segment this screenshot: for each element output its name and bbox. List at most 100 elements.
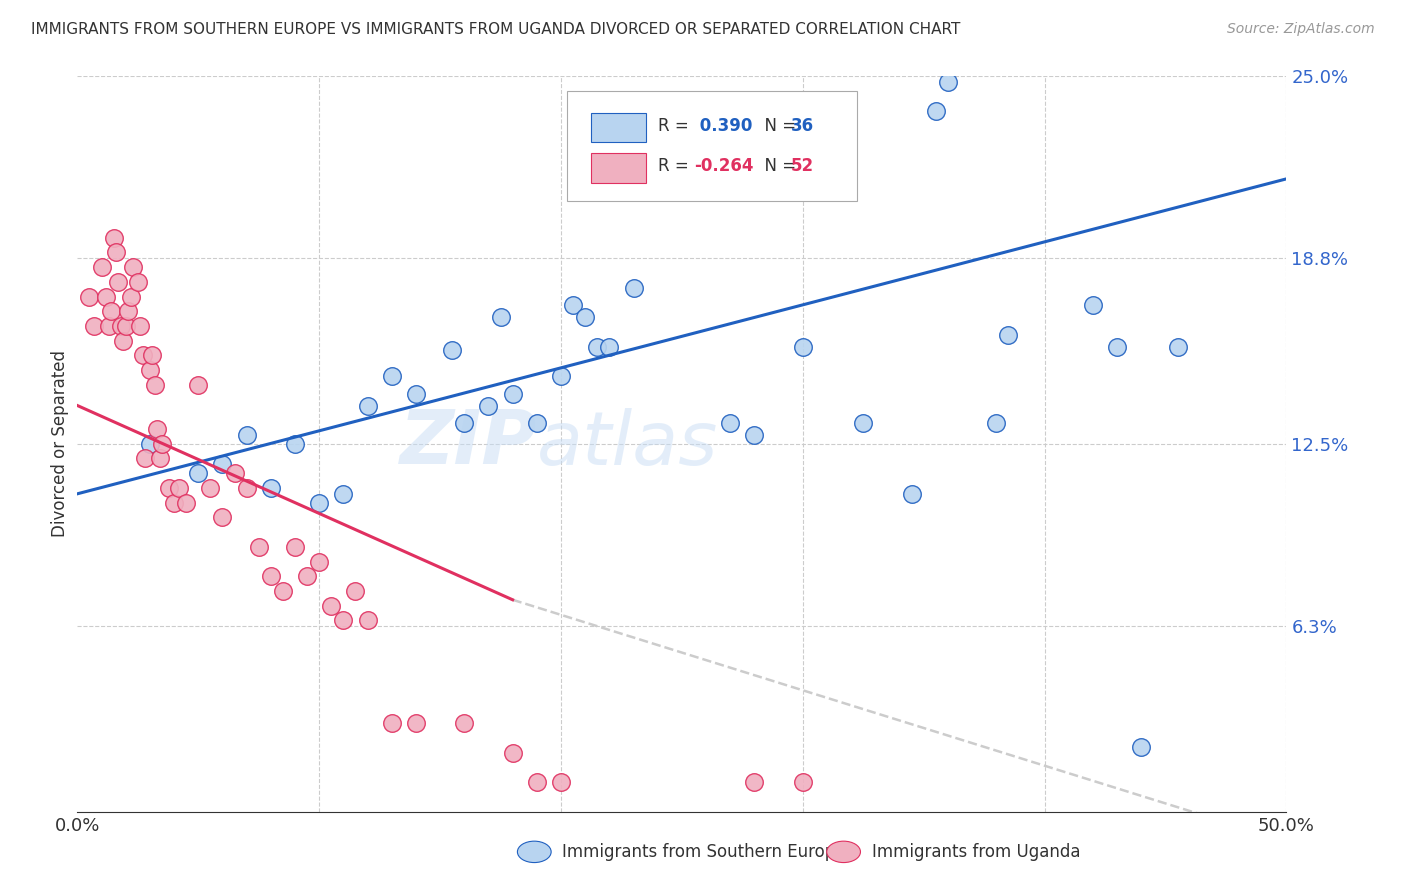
- Point: [502, 386, 524, 401]
- Point: [143, 378, 166, 392]
- Point: [260, 569, 283, 583]
- Point: [103, 230, 125, 244]
- Point: [308, 554, 330, 569]
- Point: [1107, 340, 1129, 354]
- Point: [141, 348, 163, 362]
- Point: [477, 399, 499, 413]
- Point: [295, 569, 318, 583]
- FancyBboxPatch shape: [592, 153, 645, 183]
- Point: [852, 416, 875, 430]
- Text: 0.390: 0.390: [695, 117, 752, 135]
- Point: [90, 260, 112, 275]
- Point: [925, 104, 948, 119]
- Point: [1167, 340, 1189, 354]
- Point: [187, 378, 209, 392]
- FancyBboxPatch shape: [567, 90, 858, 201]
- Point: [562, 298, 585, 312]
- Point: [381, 716, 404, 731]
- Point: [247, 540, 270, 554]
- Point: [550, 369, 572, 384]
- Point: [235, 481, 257, 495]
- Point: [79, 289, 101, 303]
- Text: 36: 36: [790, 117, 814, 135]
- Point: [489, 310, 512, 325]
- Point: [321, 599, 343, 613]
- Text: ZIP: ZIP: [399, 408, 537, 480]
- Point: [586, 340, 609, 354]
- Text: R =: R =: [658, 157, 693, 176]
- Point: [110, 318, 132, 333]
- Point: [284, 436, 307, 450]
- Text: R =: R =: [658, 117, 693, 135]
- Point: [148, 451, 170, 466]
- Point: [129, 318, 152, 333]
- Point: [112, 334, 135, 348]
- Point: [526, 775, 548, 789]
- Text: -0.264: -0.264: [695, 157, 754, 176]
- Point: [502, 746, 524, 760]
- Point: [792, 340, 814, 354]
- Text: N =: N =: [755, 157, 801, 176]
- Text: Immigrants from Uganda: Immigrants from Uganda: [872, 843, 1080, 861]
- Point: [83, 318, 105, 333]
- Point: [598, 340, 620, 354]
- Text: Immigrants from Southern Europe: Immigrants from Southern Europe: [562, 843, 846, 861]
- Point: [986, 416, 1008, 430]
- Point: [127, 275, 149, 289]
- Point: [260, 481, 283, 495]
- Point: [997, 327, 1019, 342]
- Point: [96, 289, 118, 303]
- Point: [936, 75, 959, 89]
- Point: [122, 260, 145, 275]
- Point: [453, 416, 475, 430]
- Point: [550, 775, 572, 789]
- Point: [167, 481, 190, 495]
- Point: [405, 716, 427, 731]
- Point: [114, 318, 136, 333]
- Point: [1081, 298, 1104, 312]
- Point: [235, 428, 257, 442]
- Point: [105, 245, 128, 260]
- Point: [97, 318, 120, 333]
- Point: [332, 614, 354, 628]
- Point: [308, 496, 330, 510]
- Y-axis label: Divorced or Separated: Divorced or Separated: [51, 351, 69, 537]
- Point: [744, 775, 766, 789]
- Point: [107, 275, 129, 289]
- Point: [405, 386, 427, 401]
- Text: 52: 52: [790, 157, 814, 176]
- Point: [117, 304, 139, 318]
- Text: N =: N =: [755, 117, 801, 135]
- Point: [150, 436, 173, 450]
- Point: [224, 466, 246, 480]
- Point: [134, 451, 156, 466]
- Point: [381, 369, 404, 384]
- Point: [211, 510, 233, 524]
- Point: [139, 436, 162, 450]
- Point: [163, 496, 186, 510]
- Point: [792, 775, 814, 789]
- Point: [441, 343, 464, 357]
- Point: [356, 399, 378, 413]
- Point: [284, 540, 307, 554]
- Point: [139, 363, 162, 377]
- Point: [131, 348, 153, 362]
- Point: [100, 304, 122, 318]
- Text: Source: ZipAtlas.com: Source: ZipAtlas.com: [1227, 22, 1375, 37]
- Point: [574, 310, 596, 325]
- Point: [900, 487, 922, 501]
- Point: [332, 487, 354, 501]
- Point: [526, 416, 548, 430]
- Point: [744, 428, 766, 442]
- Point: [344, 584, 367, 599]
- Point: [120, 289, 142, 303]
- Text: atlas: atlas: [537, 408, 718, 480]
- Point: [356, 614, 378, 628]
- Point: [200, 481, 222, 495]
- Point: [211, 458, 233, 472]
- Point: [1130, 739, 1153, 754]
- Point: [623, 281, 645, 295]
- Point: [146, 422, 169, 436]
- FancyBboxPatch shape: [592, 112, 645, 142]
- Point: [157, 481, 180, 495]
